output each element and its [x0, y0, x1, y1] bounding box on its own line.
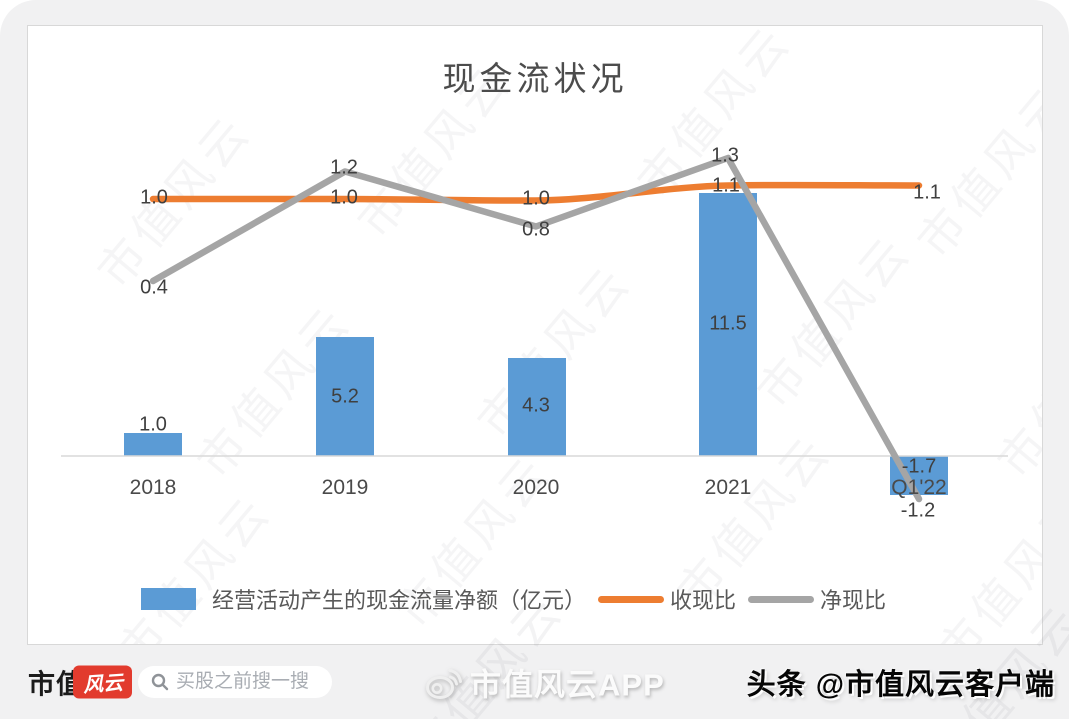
app-watermark-label: 市值风云APP: [470, 667, 665, 703]
weibo-icon: [426, 668, 462, 699]
jingxianbi-label-2021: 1.3: [711, 144, 739, 167]
x-tick-2020: 2020: [512, 476, 560, 499]
brand-logo-text: 风云: [81, 672, 124, 697]
app-watermark: 市值风云APP: [424, 660, 665, 705]
bar-2020: [508, 358, 566, 456]
line-jingxianbi: [149, 154, 923, 503]
brand-logo: 风云: [73, 665, 132, 699]
bar-label-2021: 11.5: [709, 312, 747, 335]
bar-label-2018: 1.0: [139, 413, 167, 436]
line-series-layer: [61, 154, 1008, 503]
jingxianbi-label-2018: 0.4: [140, 276, 168, 299]
footer-bar: 市值风云 市值风云 市值 风云 市值风云APP 头条 @市值风云客户端: [0, 584, 1069, 719]
headline-handle: 头条 @市值风云客户端: [746, 669, 1055, 701]
search-icon: [151, 673, 169, 691]
legend-gray-line-swatch: [748, 595, 815, 603]
legend-bar-label: 经营活动产生的现金流量净额（亿元）: [212, 588, 587, 613]
bar-label-2020: 4.3: [522, 394, 550, 417]
bar-2019: [316, 337, 374, 456]
jingxianbi-label-2019: 1.2: [330, 156, 358, 179]
x-tick-2021: 2021: [704, 476, 752, 499]
shouxianbi-label-2019: 1.0: [330, 186, 358, 209]
legend-shouxianbi-label: 收现比: [670, 588, 737, 613]
search-box[interactable]: [138, 666, 332, 698]
chart-panel: 市值风云 市值风云 市值风云 市值风云 市值风云 市值风云 市值风云 市值风云 …: [27, 25, 1043, 645]
x-tick-2019: 2019: [321, 476, 369, 499]
x-tick-2018: 2018: [129, 476, 177, 499]
legend-jingxianbi-label: 净现比: [820, 588, 887, 613]
bar-2021: [699, 193, 757, 456]
bar-2018: [124, 433, 182, 456]
bar-label-q1-22: -1.7: [901, 455, 937, 478]
chart-legend: 经营活动产生的现金流量净额（亿元） 收现比 净现比: [141, 587, 886, 613]
shouxianbi-label-2020: 1.0: [522, 187, 550, 210]
shouxianbi-label-2018: 1.0: [140, 186, 168, 209]
legend-bar-swatch: [141, 588, 196, 610]
bar-label-2019: 5.2: [331, 385, 359, 408]
line-shouxianbi: [149, 181, 923, 204]
shouxianbi-label-2021: 1.1: [712, 174, 740, 197]
jingxianbi-label-2020: 0.8: [522, 218, 550, 241]
x-tick-q1-22: Q1'22: [891, 476, 947, 499]
search-input[interactable]: [176, 671, 326, 693]
jingxianbi-label-q1-22: -1.2: [900, 499, 936, 522]
chart-title: 现金流状况: [442, 62, 628, 98]
legend-orange-line-swatch: [598, 595, 665, 603]
shouxianbi-label-q1-22: 1.1: [913, 181, 941, 204]
